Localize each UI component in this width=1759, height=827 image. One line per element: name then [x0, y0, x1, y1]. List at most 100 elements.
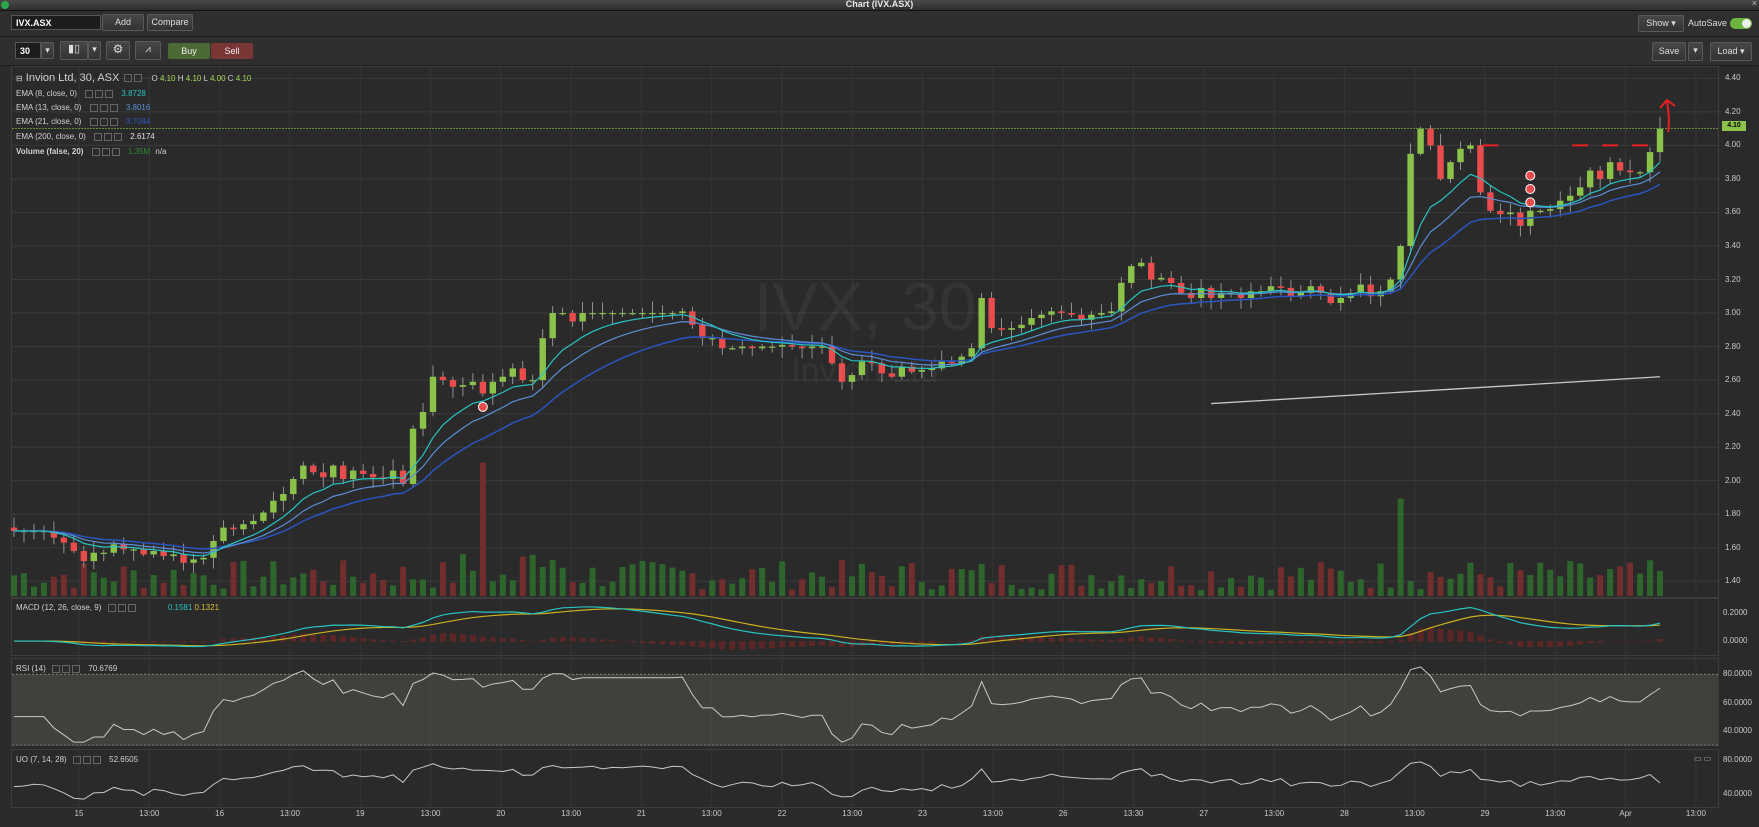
ema21-value: 3.7044	[125, 117, 151, 126]
sell-button[interactable]: Sell	[211, 43, 253, 59]
close-dot-icon[interactable]	[1, 1, 9, 9]
legend-collapse-icon[interactable]: ⊟	[16, 74, 23, 83]
load-button[interactable]: Load ▾	[1710, 42, 1752, 61]
study-collapse-icon[interactable]	[85, 89, 94, 98]
study-settings-icon[interactable]	[99, 103, 108, 112]
macd-histogram-bar	[669, 641, 676, 646]
candle-body	[1477, 145, 1484, 193]
uo-pane[interactable]	[11, 749, 1719, 808]
study-settings-icon[interactable]	[62, 664, 71, 673]
chart-type-button[interactable]: ▮▯	[60, 41, 88, 60]
study-collapse-icon[interactable]	[52, 664, 61, 673]
study-settings-icon[interactable]	[99, 117, 108, 126]
volume-bar	[1567, 560, 1574, 596]
ema200-line	[1211, 376, 1661, 405]
macd-histogram-bar	[459, 634, 466, 642]
show-dropdown[interactable]: Show ▾	[1638, 15, 1684, 32]
volume-bar	[1587, 577, 1594, 596]
macd-histogram-bar	[479, 636, 486, 642]
macd-histogram-bar	[1218, 641, 1225, 644]
add-button[interactable]: Add	[102, 14, 144, 31]
volume-bar	[809, 572, 816, 596]
study-close-icon[interactable]	[109, 117, 118, 126]
legend-hide-icon[interactable]	[124, 74, 133, 83]
study-settings-icon[interactable]	[95, 89, 104, 98]
volume-bar	[1647, 560, 1654, 596]
candle-body	[928, 368, 935, 371]
volume-bar	[569, 582, 576, 596]
window-close-icon[interactable]: ×	[1751, 0, 1757, 8]
volume-bar	[679, 570, 686, 596]
macd-histogram-bar	[1397, 639, 1404, 642]
macd-histogram-bar	[1078, 639, 1085, 642]
study-collapse-icon[interactable]	[89, 103, 98, 112]
save-dropdown[interactable]: ▾	[1688, 42, 1703, 61]
study-settings-icon[interactable]	[82, 755, 91, 764]
ema200-value: 2.6174	[130, 132, 155, 141]
volume-bar	[210, 584, 217, 596]
buy-button[interactable]: Buy	[168, 43, 210, 59]
compare-button[interactable]: Compare	[147, 14, 193, 31]
volume-bar	[1477, 574, 1484, 596]
study-close-icon[interactable]	[114, 132, 123, 141]
study-settings-icon[interactable]	[101, 147, 110, 156]
time-tick: 20	[496, 809, 506, 818]
save-button[interactable]: Save	[1652, 42, 1686, 61]
interval-dropdown[interactable]: ▾	[41, 42, 54, 59]
chart-type-dropdown[interactable]: ▾	[88, 41, 101, 60]
autosave-toggle[interactable]	[1730, 18, 1752, 29]
study-close-icon[interactable]	[92, 755, 101, 764]
legend-settings-icon[interactable]	[134, 74, 143, 83]
macd-histogram-bar	[1467, 631, 1474, 642]
study-collapse-icon[interactable]	[107, 603, 116, 612]
candle-body	[808, 346, 816, 349]
candle-body	[1038, 314, 1045, 319]
study-collapse-icon[interactable]	[94, 132, 103, 141]
study-close-icon[interactable]	[72, 664, 81, 673]
volume-bar	[549, 560, 556, 596]
study-close-icon[interactable]	[111, 147, 120, 156]
volume-bar	[1527, 575, 1534, 596]
macd-histogram-bar	[1228, 641, 1235, 644]
macd-histogram-bar	[519, 639, 526, 642]
studies-button[interactable]: ⩘	[135, 41, 161, 60]
macd-histogram-bar	[559, 637, 566, 642]
volume-bar	[1617, 566, 1624, 596]
study-close-icon[interactable]	[109, 103, 118, 112]
macd-tick: 0.0000	[1723, 636, 1748, 646]
price-tick: 4.40	[1725, 73, 1741, 83]
study-close-icon[interactable]	[127, 603, 136, 612]
symbol-input[interactable]: IVX.ASX	[11, 15, 101, 30]
macd-histogram-bar	[1287, 641, 1294, 644]
candle-body	[1187, 292, 1195, 298]
candle-body	[998, 328, 1005, 330]
rsi-tick: 80.0000	[1723, 669, 1752, 679]
interval-input[interactable]: 30	[15, 42, 41, 59]
price-pane[interactable]	[11, 66, 1719, 598]
time-tick: 23	[918, 809, 928, 818]
study-collapse-icon[interactable]	[89, 117, 98, 126]
pane-control-icons[interactable]: ▭ ▭	[1694, 754, 1712, 763]
macd-histogram-bar	[1567, 641, 1574, 646]
settings-button[interactable]: ⚙	[106, 41, 130, 60]
study-settings-icon[interactable]	[117, 603, 126, 612]
study-settings-icon[interactable]	[104, 132, 113, 141]
ema200-legend: EMA (200, close, 0) 2.6174	[16, 132, 155, 141]
volume-bar	[1048, 573, 1055, 596]
macd-histogram-bar	[1247, 641, 1254, 644]
macd-histogram-bar	[1128, 637, 1135, 642]
price-tick: 1.60	[1725, 542, 1741, 552]
last-price-tag: 4.10	[1722, 121, 1746, 131]
study-collapse-icon[interactable]	[91, 147, 100, 156]
macd-legend: MACD (12, 26, close, 9) 0.1581 0.1321	[16, 603, 219, 612]
volume-bar	[1347, 581, 1354, 596]
study-close-icon[interactable]	[105, 89, 114, 98]
macd-histogram-bar	[589, 638, 596, 642]
study-collapse-icon[interactable]	[72, 755, 81, 764]
volume-bar	[200, 575, 207, 596]
volume-bar	[459, 554, 466, 596]
volume-bar	[449, 582, 456, 596]
candle-body	[1118, 282, 1125, 312]
price-axis[interactable]	[1720, 66, 1754, 808]
volume-bar	[1188, 585, 1195, 596]
